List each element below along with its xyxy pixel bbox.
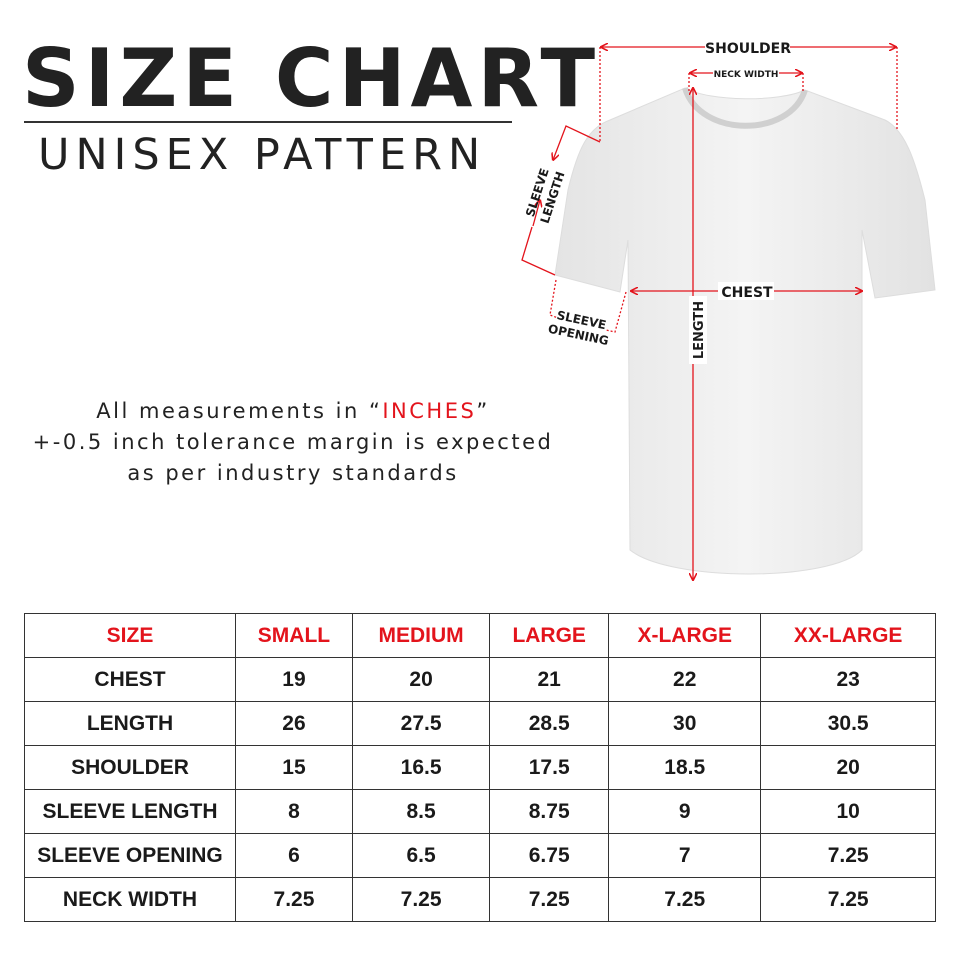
row-label-cell: NECK WIDTH xyxy=(24,877,236,922)
table-cell: 7.25 xyxy=(351,877,491,922)
unit-highlight: INCHES xyxy=(382,399,477,423)
note-line-2: +-0.5 inch tolerance margin is expected xyxy=(32,430,554,454)
note-line-1: All measurements in “INCHES” xyxy=(0,396,586,427)
table-cell: 6.5 xyxy=(351,833,491,878)
size-table: SIZE SMALL MEDIUM LARGE X-LARGE XX-LARGE CHEST… xyxy=(24,613,936,922)
page-title: SIZE CHART xyxy=(22,32,601,125)
table-row: LENGTH 26 27.5 28.5 30 30.5 xyxy=(24,701,936,746)
note-suffix: ” xyxy=(476,399,490,423)
table-cell: SMALL xyxy=(235,613,353,658)
table-cell: 10 xyxy=(760,789,936,834)
table-cell: 7.25 xyxy=(235,877,353,922)
table-cell: 7.25 xyxy=(760,833,936,878)
tshirt-diagram: SHOULDER NECK WIDTH CHEST LENGTH SLEEVE … xyxy=(521,38,936,590)
table-cell: 18.5 xyxy=(608,745,762,790)
table-cell: 8 xyxy=(235,789,353,834)
table-cell: 30 xyxy=(608,701,762,746)
row-label-cell: SHOULDER xyxy=(24,745,236,790)
row-label-cell: SIZE xyxy=(24,613,236,658)
table-cell: X-LARGE xyxy=(608,613,762,658)
table-cell: LARGE xyxy=(489,613,610,658)
table-cell: 6.75 xyxy=(489,833,610,878)
table-cell: 7.25 xyxy=(489,877,610,922)
table-cell: 22 xyxy=(608,657,762,702)
table-row: SLEEVE OPENING 6 6.5 6.75 7 7.25 xyxy=(24,833,936,878)
table-cell: 23 xyxy=(760,657,936,702)
measurement-labels: SHOULDER NECK WIDTH CHEST LENGTH SLEEVE … xyxy=(523,38,791,364)
table-row: CHEST 19 20 21 22 23 xyxy=(24,657,936,702)
table-cell: 16.5 xyxy=(351,745,491,790)
label-length: LENGTH xyxy=(692,301,707,359)
label-chest: CHEST xyxy=(721,285,773,301)
table-header-row: SIZE SMALL MEDIUM LARGE X-LARGE XX-LARGE xyxy=(24,613,936,658)
row-label-cell: CHEST xyxy=(24,657,236,702)
table-cell: XX-LARGE xyxy=(760,613,936,658)
measurement-note: All measurements in “INCHES” +-0.5 inch … xyxy=(0,396,586,489)
row-label-cell: SLEEVE LENGTH xyxy=(24,789,236,834)
table-cell: 21 xyxy=(489,657,610,702)
note-prefix: All measurements in “ xyxy=(96,399,383,423)
label-shoulder: SHOULDER xyxy=(705,41,791,57)
table-cell: 27.5 xyxy=(351,701,491,746)
table-cell: 17.5 xyxy=(489,745,610,790)
table-cell: 9 xyxy=(608,789,762,834)
table-cell: 15 xyxy=(235,745,353,790)
table-cell: MEDIUM xyxy=(351,613,491,658)
table-cell: 7.25 xyxy=(760,877,936,922)
table-cell: 19 xyxy=(235,657,353,702)
table-cell: 20 xyxy=(351,657,491,702)
table-cell: 8.5 xyxy=(351,789,491,834)
table-cell: 8.75 xyxy=(489,789,610,834)
row-label-cell: SLEEVE OPENING xyxy=(24,833,236,878)
table-cell: 6 xyxy=(235,833,353,878)
label-neck-width: NECK WIDTH xyxy=(714,70,779,80)
title-divider xyxy=(24,121,512,123)
table-row: SLEEVE LENGTH 8 8.5 8.75 9 10 xyxy=(24,789,936,834)
table-cell: 28.5 xyxy=(489,701,610,746)
page-subtitle: UNISEX PATTERN xyxy=(38,130,487,180)
table-cell: 20 xyxy=(760,745,936,790)
table-row: NECK WIDTH 7.25 7.25 7.25 7.25 7.25 xyxy=(24,877,936,922)
table-cell: 30.5 xyxy=(760,701,936,746)
table-row: SHOULDER 15 16.5 17.5 18.5 20 xyxy=(24,745,936,790)
row-label-cell: LENGTH xyxy=(24,701,236,746)
table-cell: 7 xyxy=(608,833,762,878)
tshirt-shape xyxy=(554,87,936,575)
note-line-3: as per industry standards xyxy=(127,461,459,485)
table-cell: 7.25 xyxy=(608,877,762,922)
table-cell: 26 xyxy=(235,701,353,746)
